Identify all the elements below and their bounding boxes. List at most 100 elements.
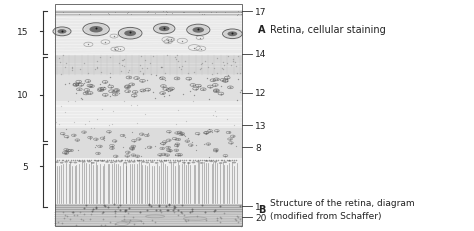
Point bbox=[117, 203, 124, 207]
Point bbox=[103, 158, 110, 162]
Point bbox=[160, 158, 168, 162]
Point bbox=[98, 158, 106, 162]
Point bbox=[73, 224, 80, 227]
Point bbox=[179, 40, 186, 43]
Point bbox=[122, 208, 129, 212]
Point bbox=[92, 205, 100, 209]
Circle shape bbox=[118, 161, 122, 163]
Point bbox=[174, 108, 182, 112]
Point bbox=[105, 83, 113, 87]
Point bbox=[210, 67, 218, 70]
Point bbox=[100, 210, 107, 213]
Point bbox=[213, 72, 221, 75]
Point bbox=[181, 219, 189, 222]
Point bbox=[139, 80, 146, 83]
Point bbox=[130, 158, 137, 162]
Circle shape bbox=[105, 161, 109, 163]
Point bbox=[173, 132, 181, 135]
Point bbox=[79, 219, 87, 222]
Point bbox=[77, 84, 84, 87]
Point bbox=[139, 89, 146, 93]
Point bbox=[152, 208, 159, 212]
Point bbox=[171, 205, 178, 209]
Point bbox=[70, 213, 78, 217]
Point bbox=[86, 136, 94, 140]
Point bbox=[111, 93, 119, 97]
Point bbox=[142, 158, 150, 162]
Point bbox=[151, 12, 158, 16]
Point bbox=[217, 217, 225, 220]
Point bbox=[58, 158, 65, 162]
Point bbox=[212, 149, 219, 153]
Point bbox=[232, 158, 240, 162]
Point bbox=[80, 62, 88, 66]
Point bbox=[112, 209, 119, 213]
Point bbox=[112, 155, 119, 158]
Point bbox=[162, 158, 170, 162]
Point bbox=[156, 153, 164, 157]
Point bbox=[180, 213, 188, 217]
Point bbox=[233, 14, 241, 18]
Circle shape bbox=[128, 161, 131, 163]
Text: 20: 20 bbox=[255, 213, 266, 222]
Point bbox=[190, 94, 198, 97]
Point bbox=[234, 55, 242, 59]
Point bbox=[55, 220, 62, 224]
Circle shape bbox=[84, 24, 108, 36]
Point bbox=[237, 13, 245, 17]
Bar bbox=[55, 159, 242, 204]
Point bbox=[170, 210, 177, 214]
Point bbox=[158, 147, 166, 151]
Point bbox=[139, 72, 146, 76]
Point bbox=[139, 221, 147, 225]
Point bbox=[101, 81, 109, 84]
Point bbox=[145, 132, 152, 135]
Point bbox=[86, 13, 94, 17]
Point bbox=[53, 158, 61, 162]
Point bbox=[159, 77, 166, 81]
Point bbox=[58, 105, 65, 108]
Point bbox=[223, 79, 230, 83]
Point bbox=[205, 130, 213, 134]
Point bbox=[160, 10, 167, 14]
Point bbox=[104, 12, 111, 16]
Point bbox=[199, 14, 206, 17]
Point bbox=[127, 31, 134, 35]
Point bbox=[98, 211, 106, 215]
Point bbox=[200, 143, 208, 146]
Point bbox=[130, 94, 138, 98]
Point bbox=[219, 158, 226, 162]
Point bbox=[113, 89, 120, 92]
Point bbox=[101, 94, 109, 97]
Point bbox=[228, 64, 235, 68]
Circle shape bbox=[100, 161, 104, 162]
Point bbox=[128, 147, 136, 151]
Point bbox=[105, 13, 112, 16]
Point bbox=[208, 131, 215, 135]
Circle shape bbox=[73, 162, 77, 164]
Point bbox=[173, 58, 180, 62]
Point bbox=[213, 78, 220, 82]
Point bbox=[137, 64, 144, 68]
Point bbox=[219, 79, 227, 82]
Point bbox=[61, 213, 69, 217]
Point bbox=[192, 148, 200, 152]
Point bbox=[63, 148, 70, 152]
Circle shape bbox=[91, 162, 95, 164]
Point bbox=[111, 211, 118, 215]
Circle shape bbox=[96, 160, 100, 162]
Point bbox=[156, 142, 164, 146]
Point bbox=[96, 83, 104, 87]
Circle shape bbox=[196, 161, 200, 163]
Point bbox=[93, 67, 101, 71]
Text: 17: 17 bbox=[255, 8, 266, 17]
Point bbox=[91, 68, 99, 71]
Point bbox=[214, 57, 221, 61]
Point bbox=[116, 62, 123, 65]
Circle shape bbox=[169, 162, 173, 164]
Point bbox=[232, 61, 239, 65]
Point bbox=[209, 79, 217, 83]
Point bbox=[130, 139, 138, 143]
Point bbox=[135, 137, 143, 141]
Point bbox=[201, 13, 208, 17]
